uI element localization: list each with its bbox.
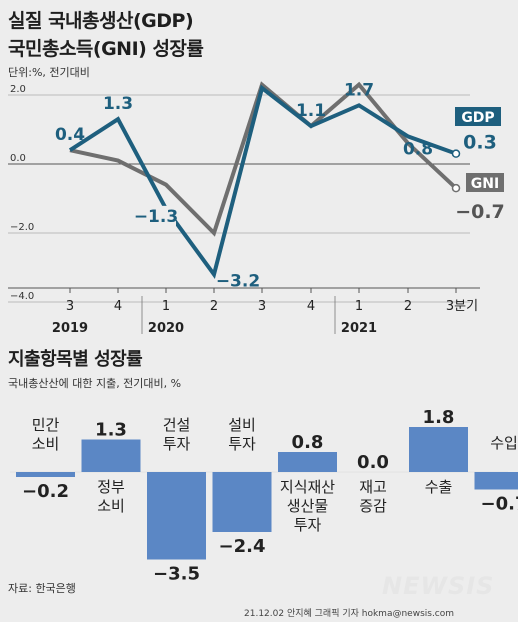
y-tick-label: −4.0	[10, 291, 34, 302]
chart-title-line2: 국민총소득(GNI) 성장률	[8, 38, 204, 60]
endpoint-marker-gni	[451, 183, 461, 193]
bar-category-label: 증감	[359, 497, 387, 515]
bar-category-label: 지식재산	[280, 478, 335, 496]
bar-value-label: 0.8	[292, 432, 324, 453]
legend-label-gni: GNI	[471, 176, 499, 192]
newsis-watermark: NEWSIS	[382, 572, 495, 600]
gdp-data-label: 1.3	[103, 94, 133, 114]
bar-category-label: 수입	[490, 434, 518, 452]
y-tick-label: −2.0	[10, 222, 34, 233]
gni-data-label: −0.7	[455, 201, 505, 223]
series-line-gdp	[68, 84, 457, 279]
x-tick-label: 2	[404, 299, 412, 314]
bar-category-label: 정부	[97, 478, 125, 496]
line-chart: 2.0 0.0 −2.0 −4.0 0.4 1.3 −1.3 −3.2 2.2 1.1 1.7 0.…	[8, 80, 505, 336]
bar-value-label: −0.7	[481, 494, 518, 515]
expenditure-title: 지출항목별 성장률	[8, 349, 143, 370]
x-tick-label: 3	[66, 299, 74, 314]
bar-category-label: 설비	[228, 416, 256, 434]
y-tick-label: 2.0	[10, 84, 26, 95]
source-label: 자료: 한국은행	[8, 582, 76, 595]
bar-category-label: 재고	[359, 478, 387, 496]
bar	[278, 452, 337, 472]
bar	[409, 427, 468, 472]
legend-badge-gni	[466, 173, 504, 192]
year-label: 2019	[52, 321, 88, 336]
bar-category-label: 투자	[294, 516, 322, 534]
gdp-data-label: 2.2	[235, 80, 265, 85]
gdp-data-label: 0.8	[403, 139, 433, 159]
bar-category-label: 투자	[228, 435, 256, 453]
x-tick-label: 3	[258, 299, 266, 314]
bar-value-label: 1.8	[423, 407, 455, 428]
gdp-data-label: −3.2	[216, 271, 260, 291]
bar-category-label: 건설	[163, 416, 191, 434]
bar-category-label: 민간	[32, 416, 60, 434]
bar-value-label: 0.0	[357, 452, 389, 473]
y-tick-label: 0.0	[10, 153, 26, 164]
endpoint-marker-gdp	[451, 149, 461, 158]
gdp-data-label: 1.1	[296, 101, 326, 121]
bar-category-label: 소비	[32, 435, 60, 453]
bar	[474, 472, 518, 490]
expenditure-subtitle: 국내총산산에 대한 지출, 전기대비, %	[8, 377, 182, 390]
bar-value-label: 1.3	[95, 420, 127, 441]
credit-label: 21.12.02 안지혜 그래픽 기자 hokma@newsis.com	[244, 609, 455, 619]
unit-label: 단위:%, 전기대비	[8, 66, 90, 79]
bar-category-label: 생산물	[287, 497, 328, 515]
x-tick-label: 2	[210, 299, 218, 314]
gdp-data-label: 1.7	[344, 80, 374, 100]
bar-category-label: 투자	[163, 435, 191, 453]
x-tick-label: 4	[114, 299, 122, 314]
gdp-data-label: −1.3	[134, 207, 178, 227]
chart-title-line1: 실질 국내총생산(GDP)	[8, 10, 194, 32]
x-tick-label: 4	[307, 299, 315, 314]
bar-category-label: 수출	[425, 478, 453, 496]
year-label: 2020	[148, 321, 184, 336]
bar	[212, 472, 272, 532]
legend-label-gdp: GDP	[461, 110, 494, 126]
bar-value-label: −3.5	[153, 564, 200, 583]
gdp-data-label: 0.4	[55, 125, 85, 145]
x-tick-label: 3분기	[446, 299, 478, 314]
gdp-data-label: 0.3	[463, 132, 497, 154]
bar-value-label: −2.4	[219, 536, 266, 557]
x-tick-label: 1	[162, 299, 170, 314]
legend-badge-gdp	[455, 107, 501, 126]
year-label: 2021	[341, 321, 377, 336]
bar-category-label: 소비	[97, 497, 125, 515]
bar	[16, 472, 75, 477]
bar-value-label: −0.2	[22, 481, 69, 502]
bar	[81, 439, 141, 472]
bar	[147, 472, 206, 560]
x-tick-label: 1	[355, 299, 363, 314]
label-knockout	[136, 205, 176, 227]
